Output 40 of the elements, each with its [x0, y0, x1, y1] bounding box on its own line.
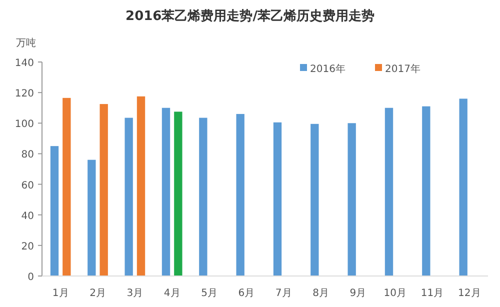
bar: [199, 118, 208, 276]
y-axis-title: 万吨: [16, 37, 36, 49]
x-tick-label: 10月: [384, 288, 406, 299]
y-tick-label: 80: [21, 150, 34, 161]
bar: [236, 114, 244, 276]
x-tick-label: 6月: [238, 288, 255, 299]
bar: [88, 160, 96, 276]
x-tick-label: 12月: [458, 288, 481, 299]
x-tick-label: 4月: [164, 288, 180, 299]
x-tick-label: 8月: [312, 288, 329, 299]
bar: [124, 118, 133, 276]
y-tick-label: 100: [14, 119, 34, 130]
x-tick-label: 9月: [350, 288, 366, 299]
bar: [162, 108, 170, 276]
y-tick-label: 40: [21, 210, 34, 222]
bar: [136, 96, 146, 276]
x-tick-label: 5月: [201, 288, 218, 299]
bar: [459, 98, 468, 276]
bar: [50, 146, 59, 276]
y-tick-label: 20: [21, 241, 34, 252]
bar: [348, 123, 356, 276]
bar: [174, 112, 182, 276]
bar: [422, 106, 430, 276]
x-tick-label: 2月: [90, 288, 106, 299]
bar: [62, 98, 71, 276]
y-tick-label: 60: [21, 180, 34, 192]
x-tick-label: 3月: [126, 288, 144, 299]
legend-label: 2016年: [310, 63, 346, 75]
y-tick-label: 120: [14, 88, 34, 100]
bar: [310, 124, 319, 276]
x-tick-label: 7月: [275, 288, 292, 299]
chart-title: 2016苯乙烯费用走势/苯乙烯历史费用走势: [126, 8, 374, 24]
bar: [100, 104, 108, 276]
bar: [384, 108, 394, 276]
x-tick-label: 11月: [420, 288, 444, 299]
y-tick-label: 0: [28, 272, 34, 283]
x-tick-label: 1月: [52, 288, 69, 299]
y-tick-label: 140: [14, 58, 34, 69]
legend-label: 2017年: [385, 63, 420, 75]
bar: [273, 122, 282, 276]
